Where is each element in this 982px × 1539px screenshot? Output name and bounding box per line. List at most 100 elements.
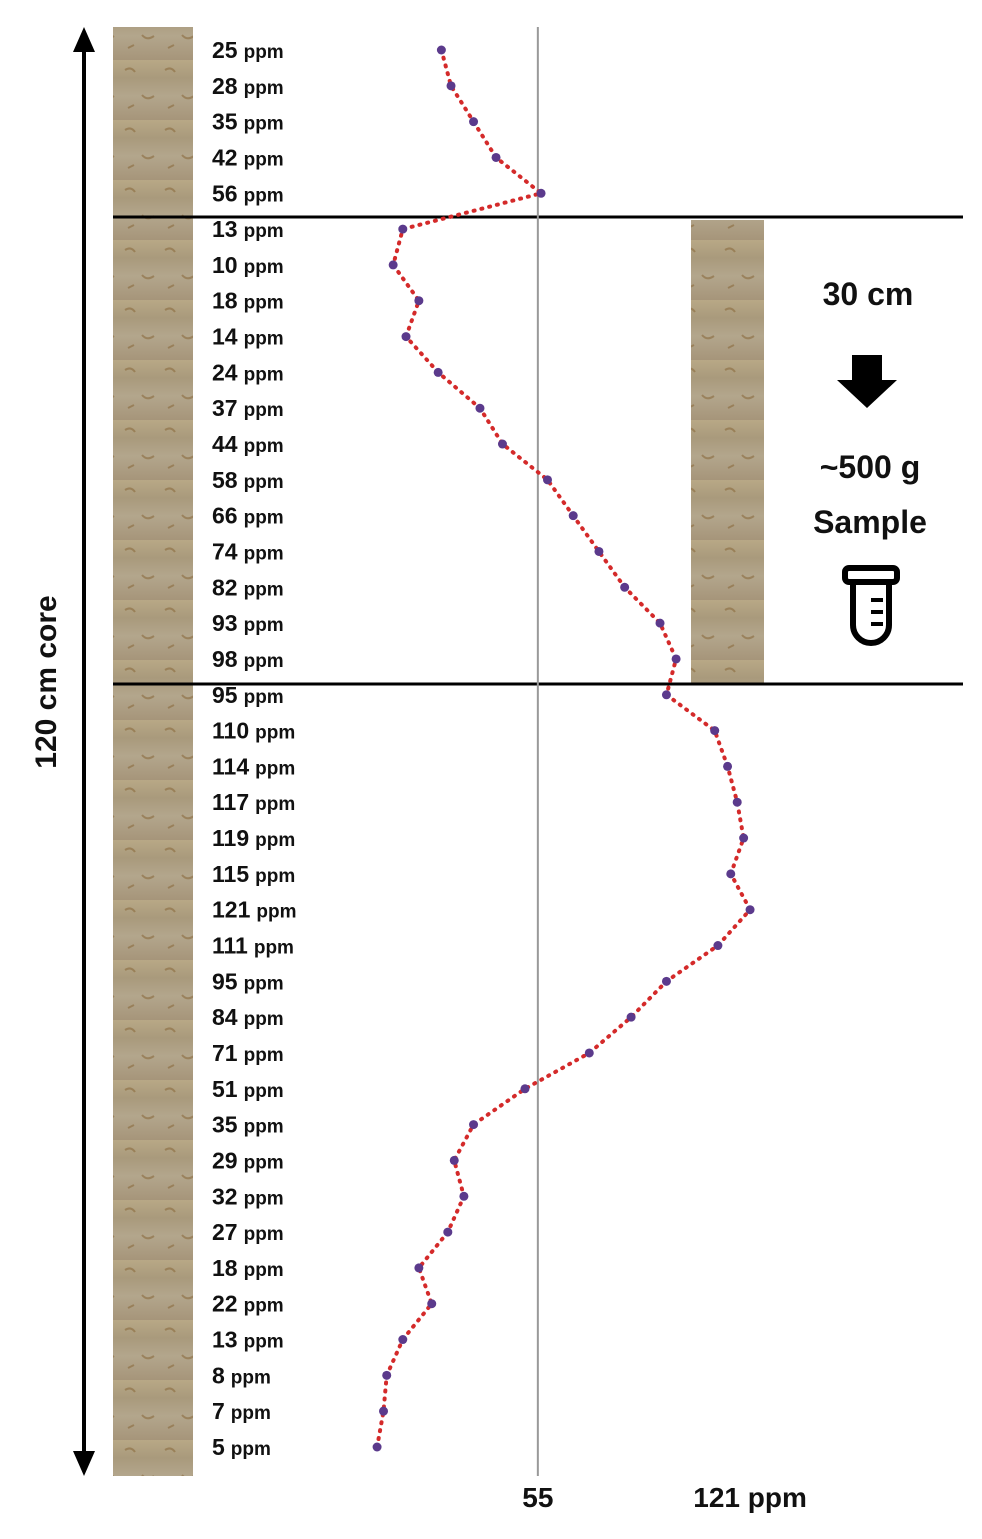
- value-label: 117 ppm: [212, 789, 295, 815]
- data-point: [626, 1012, 636, 1022]
- value-unit: ppm: [244, 687, 284, 708]
- data-point: [436, 45, 446, 55]
- value-number: 44: [212, 431, 238, 457]
- value-unit: ppm: [244, 42, 284, 63]
- value-label: 110 ppm: [212, 718, 295, 744]
- value-label: 22 ppm: [212, 1291, 284, 1317]
- value-number: 5: [212, 1434, 225, 1460]
- value-number: 119: [212, 825, 249, 851]
- value-number: 110: [212, 718, 249, 744]
- mass-label: ~500 g: [820, 449, 921, 485]
- value-unit: ppm: [244, 973, 284, 994]
- value-label: 115 ppm: [212, 861, 295, 887]
- value-number: 42: [212, 144, 238, 170]
- value-label: 82 ppm: [212, 574, 284, 600]
- value-number: 8: [212, 1362, 225, 1388]
- value-number: 32: [212, 1183, 238, 1209]
- data-point: [732, 797, 742, 807]
- data-point: [388, 260, 398, 270]
- value-unit: ppm: [244, 257, 284, 278]
- value-label: 42 ppm: [212, 144, 284, 170]
- value-label: 121 ppm: [212, 897, 296, 923]
- data-point: [398, 1335, 408, 1345]
- data-point: [398, 224, 408, 234]
- value-unit: ppm: [244, 579, 284, 600]
- value-label: 93 ppm: [212, 610, 284, 636]
- data-point: [414, 1263, 424, 1273]
- value-unit: ppm: [244, 1296, 284, 1317]
- value-label: 95 ppm: [212, 682, 284, 708]
- value-number: 82: [212, 574, 238, 600]
- value-number: 28: [212, 73, 238, 99]
- value-label: 28 ppm: [212, 73, 284, 99]
- value-number: 84: [212, 1004, 238, 1030]
- value-label: 56 ppm: [212, 180, 284, 206]
- data-point: [443, 1227, 453, 1237]
- value-number: 7: [212, 1398, 225, 1424]
- value-number: 35: [212, 1112, 238, 1138]
- value-unit: ppm: [244, 78, 284, 99]
- down-arrow: [837, 355, 897, 408]
- value-number: 114: [212, 753, 249, 779]
- data-point: [726, 869, 736, 879]
- data-point: [745, 905, 755, 915]
- value-label: 14 ppm: [212, 324, 284, 350]
- value-label: 35 ppm: [212, 1112, 284, 1138]
- data-point: [382, 1370, 392, 1380]
- value-unit: ppm: [244, 329, 284, 350]
- data-point: [655, 618, 665, 628]
- value-unit: ppm: [244, 1188, 284, 1209]
- value-label: 119 ppm: [212, 825, 295, 851]
- value-label: 58 ppm: [212, 467, 284, 493]
- value-label: 7 ppm: [212, 1398, 271, 1424]
- value-label: 95 ppm: [212, 968, 284, 994]
- value-number: 98: [212, 646, 238, 672]
- value-label: 44 ppm: [212, 431, 284, 457]
- value-unit: ppm: [244, 149, 284, 170]
- value-number: 93: [212, 610, 238, 636]
- value-number: 24: [212, 359, 238, 385]
- value-label: 111 ppm: [212, 933, 294, 959]
- data-point: [401, 332, 411, 342]
- data-point: [739, 833, 749, 843]
- value-unit: ppm: [256, 902, 296, 923]
- value-number: 66: [212, 503, 238, 529]
- value-number: 95: [212, 682, 238, 708]
- value-number: 10: [212, 252, 238, 278]
- data-point: [379, 1406, 389, 1416]
- value-unit: ppm: [244, 472, 284, 493]
- value-unit: ppm: [255, 723, 295, 744]
- data-point: [620, 582, 630, 592]
- value-unit: ppm: [244, 221, 284, 242]
- value-label: 51 ppm: [212, 1076, 284, 1102]
- value-unit: ppm: [231, 1403, 271, 1424]
- value-number: 29: [212, 1147, 238, 1173]
- data-point: [542, 475, 552, 485]
- value-unit: ppm: [255, 866, 295, 887]
- value-unit: ppm: [244, 615, 284, 636]
- value-unit: ppm: [244, 1081, 284, 1102]
- value-unit: ppm: [244, 1332, 284, 1353]
- value-number: 95: [212, 968, 238, 994]
- value-unit: ppm: [255, 830, 295, 851]
- value-unit: ppm: [244, 293, 284, 314]
- value-number: 14: [212, 324, 238, 350]
- data-point: [459, 1191, 469, 1201]
- section-label: 30 cm: [823, 276, 914, 312]
- data-point: [475, 403, 485, 413]
- tube-icon: [842, 565, 900, 646]
- value-unit: ppm: [244, 1152, 284, 1173]
- data-point: [713, 941, 723, 951]
- value-label: 18 ppm: [212, 288, 284, 314]
- value-unit: ppm: [255, 794, 295, 815]
- data-point: [568, 511, 578, 521]
- data-point: [469, 117, 479, 127]
- data-point: [469, 1120, 479, 1130]
- value-label: 8 ppm: [212, 1362, 271, 1388]
- value-number: 37: [212, 395, 238, 421]
- value-unit: ppm: [244, 543, 284, 564]
- value-label: 5 ppm: [212, 1434, 271, 1460]
- data-point: [427, 1299, 437, 1309]
- value-label: 114 ppm: [212, 753, 295, 779]
- data-point: [520, 1084, 530, 1094]
